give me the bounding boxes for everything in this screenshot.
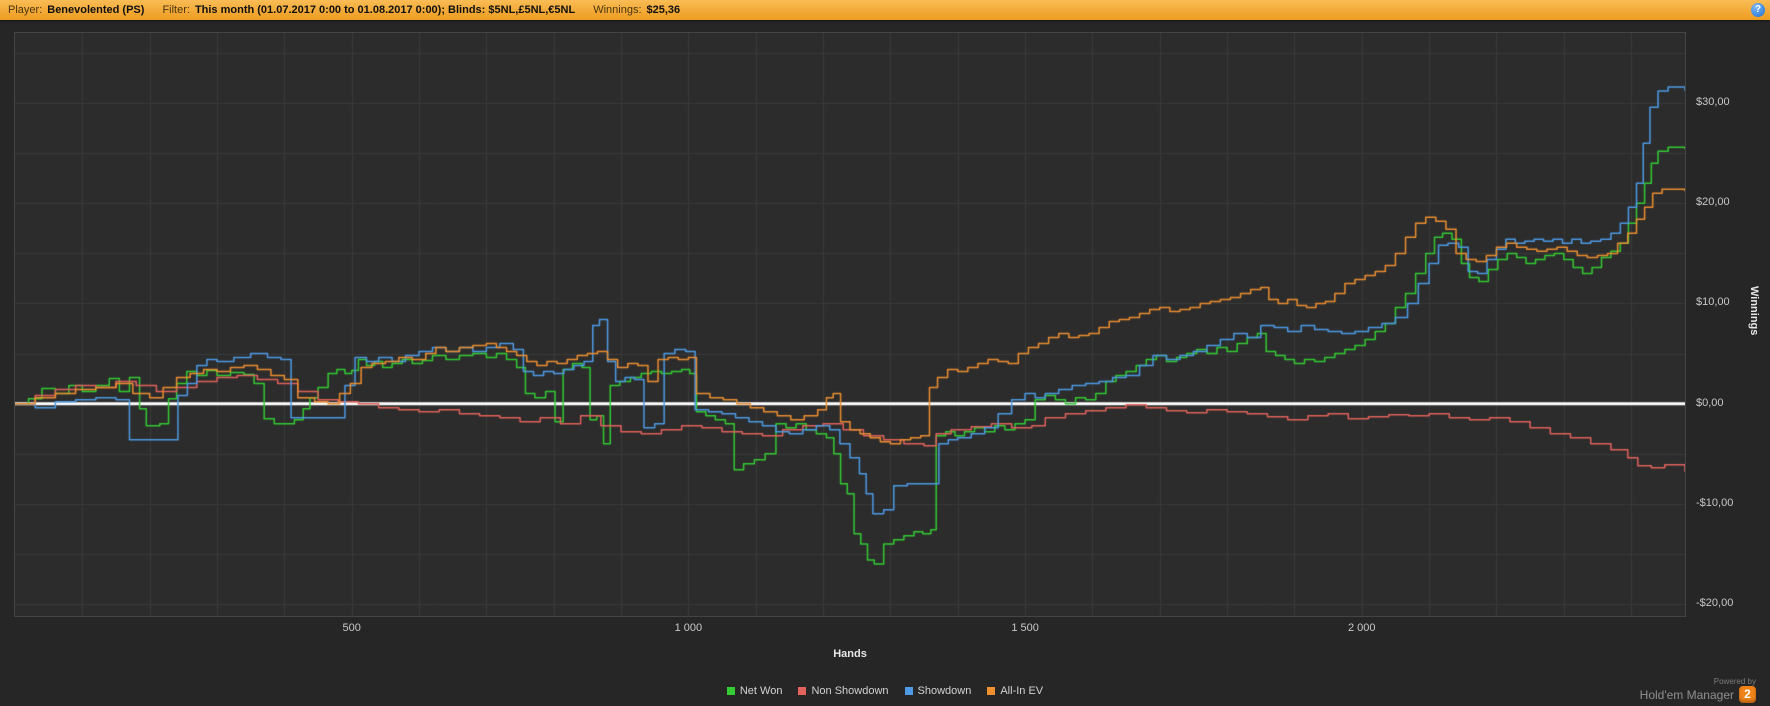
chart-legend: Net Won Non Showdown Showdown All-In EV: [0, 685, 1770, 697]
x-tick-label: 500: [342, 622, 361, 634]
app-name-label: Hold'em Manager: [1639, 687, 1734, 702]
legend-swatch-icon: [726, 687, 735, 695]
legend-swatch-icon: [904, 687, 913, 695]
filter-value: This month (01.07.2017 0:00 to 01.08.201…: [194, 4, 576, 16]
x-axis-title: Hands: [833, 648, 867, 660]
hm2-logo-icon: 2: [1739, 686, 1756, 703]
y-tick-label: -$10,00: [1696, 496, 1734, 509]
legend-item-net-won[interactable]: Net Won: [726, 685, 783, 697]
legend-label: Non Showdown: [811, 685, 889, 697]
legend-label: Showdown: [917, 685, 972, 697]
legend-item-all-in-ev[interactable]: All-In EV: [987, 685, 1043, 697]
player-label: Player:: [8, 4, 43, 16]
x-tick-label: 1 000: [674, 622, 703, 634]
legend-label: Net Won: [739, 685, 783, 697]
y-axis-title: Winnings: [1748, 286, 1760, 336]
status-bar: Player: Benevolented (PS) Filter: This m…: [0, 0, 1770, 20]
winnings-graph-panel: [14, 32, 1686, 617]
y-tick-label: $20,00: [1696, 196, 1730, 209]
legend-item-showdown[interactable]: Showdown: [904, 685, 972, 697]
powered-by-label: Powered by: [1713, 677, 1756, 686]
winnings-value: $25,36: [646, 4, 681, 16]
x-tick-label: 1 500: [1011, 622, 1039, 634]
winnings-chart-canvas[interactable]: [15, 33, 1685, 616]
y-tick-label: $30,00: [1696, 96, 1730, 109]
x-tick-label: 2 000: [1348, 622, 1376, 634]
legend-label: All-In EV: [1000, 685, 1044, 697]
y-tick-label: $0,00: [1696, 396, 1724, 409]
legend-swatch-icon: [798, 687, 807, 695]
branding: Powered by Hold'em Manager 2: [1640, 677, 1756, 703]
legend-item-non-showdown[interactable]: Non Showdown: [798, 685, 889, 697]
y-tick-label: -$20,00: [1696, 596, 1734, 609]
filter-label: Filter:: [162, 4, 190, 16]
y-tick-label: $10,00: [1696, 296, 1730, 309]
help-icon[interactable]: ?: [1751, 3, 1765, 17]
legend-swatch-icon: [987, 687, 996, 695]
player-value: Benevolented (PS): [47, 4, 145, 16]
winnings-label: Winnings:: [593, 4, 642, 16]
